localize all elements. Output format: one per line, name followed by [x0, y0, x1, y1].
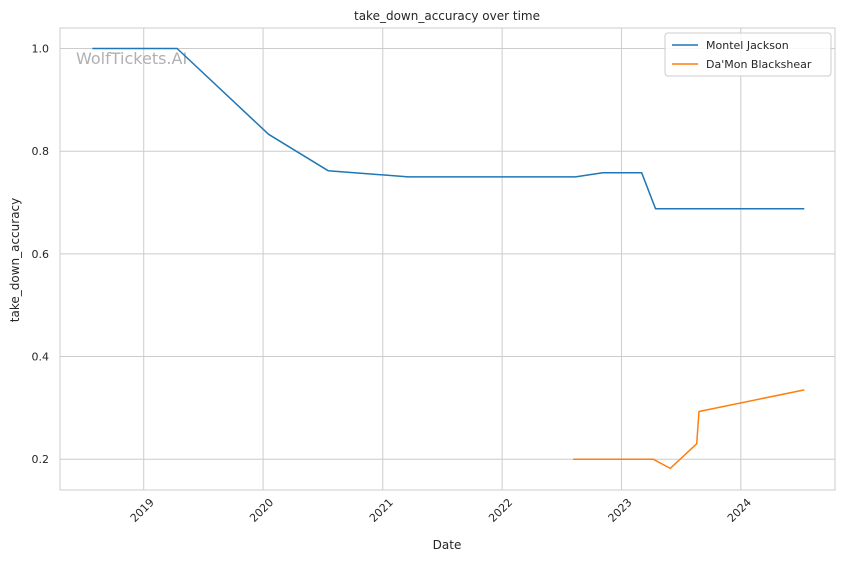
series-lines — [92, 47, 805, 470]
plot-area-frame — [59, 27, 836, 491]
y-axis-title: take_down_accuracy — [8, 198, 22, 322]
x-axis-title: Date — [433, 538, 462, 552]
legend-box — [664, 32, 832, 77]
y-tick-label: 1.0 — [32, 43, 50, 56]
legend-label: Montel Jackson — [706, 39, 789, 52]
y-tick-label: 0.4 — [32, 351, 50, 364]
x-tick-label: 2021 — [367, 496, 396, 525]
series-line-0 — [92, 47, 805, 210]
legend: Montel Jackson Da'Mon Blackshear — [664, 32, 832, 77]
x-tick-label: 2019 — [128, 496, 157, 525]
axis-ticks: 2019 2020 2021 2022 2023 2024 0.2 0.4 0.6 0.8 1.0 — [32, 43, 754, 525]
chart-title: take_down_accuracy over time — [354, 9, 540, 23]
series-line-1 — [573, 389, 805, 470]
y-tick-label: 0.2 — [32, 453, 50, 466]
x-tick-label: 2024 — [725, 496, 754, 525]
x-tick-label: 2022 — [486, 496, 515, 525]
x-tick-label: 2023 — [606, 496, 635, 525]
legend-label: Da'Mon Blackshear — [706, 58, 812, 71]
y-tick-label: 0.6 — [32, 248, 50, 261]
grid-lines — [60, 28, 835, 490]
watermark-text: WolfTickets.AI — [76, 49, 187, 68]
x-tick-label: 2020 — [247, 496, 276, 525]
y-tick-label: 0.8 — [32, 145, 50, 158]
